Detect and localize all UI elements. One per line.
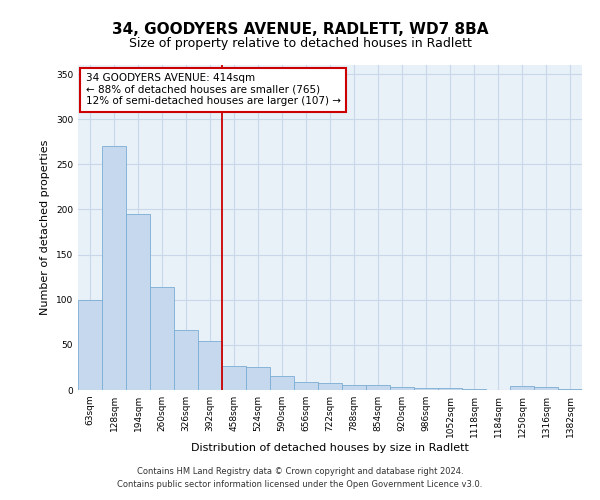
Bar xyxy=(294,382,318,390)
Bar xyxy=(366,386,390,390)
Text: Contains public sector information licensed under the Open Government Licence v3: Contains public sector information licen… xyxy=(118,480,482,489)
Text: 34 GOODYERS AVENUE: 414sqm
← 88% of detached houses are smaller (765)
12% of sem: 34 GOODYERS AVENUE: 414sqm ← 88% of deta… xyxy=(86,73,341,106)
Bar xyxy=(78,300,102,390)
Bar xyxy=(102,146,126,390)
Bar xyxy=(390,388,414,390)
Bar xyxy=(342,386,366,390)
Bar xyxy=(318,383,342,390)
Text: Size of property relative to detached houses in Radlett: Size of property relative to detached ho… xyxy=(128,38,472,51)
Bar xyxy=(270,376,294,390)
Bar xyxy=(126,214,150,390)
Bar xyxy=(174,330,198,390)
Bar xyxy=(414,388,438,390)
Bar xyxy=(558,389,582,390)
Bar xyxy=(222,366,246,390)
Bar xyxy=(150,287,174,390)
Bar xyxy=(438,388,462,390)
Bar xyxy=(534,388,558,390)
Bar xyxy=(510,386,534,390)
Text: 34, GOODYERS AVENUE, RADLETT, WD7 8BA: 34, GOODYERS AVENUE, RADLETT, WD7 8BA xyxy=(112,22,488,38)
Bar xyxy=(246,366,270,390)
Bar xyxy=(462,389,486,390)
Text: Contains HM Land Registry data © Crown copyright and database right 2024.: Contains HM Land Registry data © Crown c… xyxy=(137,467,463,476)
Bar xyxy=(198,341,222,390)
Y-axis label: Number of detached properties: Number of detached properties xyxy=(40,140,50,315)
X-axis label: Distribution of detached houses by size in Radlett: Distribution of detached houses by size … xyxy=(191,442,469,452)
